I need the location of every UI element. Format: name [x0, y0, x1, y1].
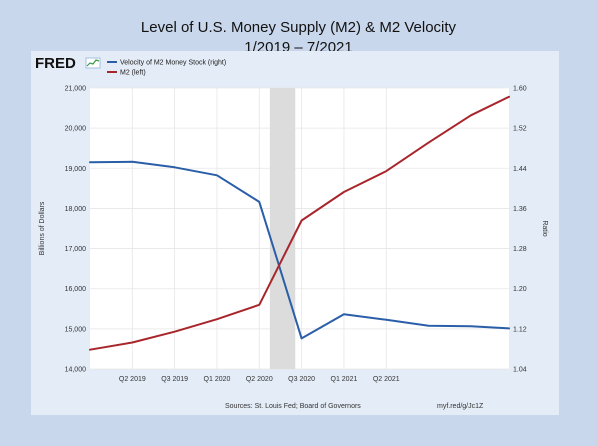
recession-shading — [269, 88, 296, 369]
x-axis-tick-label: Q2 2020 — [246, 376, 273, 383]
velocity-series-line — [89, 160, 510, 340]
fred-logo: FRED — [35, 55, 101, 72]
left-axis-tick-label: 18,000 — [65, 206, 87, 213]
m2-series-line — [89, 95, 510, 351]
right-axis-tick-label: 1.60 — [513, 86, 527, 93]
right-axis-tick-label: 1.04 — [513, 367, 527, 374]
x-axis-tick-label: Q1 2020 — [204, 376, 231, 383]
left-axis-tick-label: 15,000 — [65, 326, 87, 333]
legend-m2-label: M2 (left) — [120, 70, 146, 77]
gridlines — [90, 87, 509, 370]
chart-title: Level of U.S. Money Supply (M2) & M2 Vel… — [140, 19, 457, 36]
left-axis-tick-label: 19,000 — [65, 166, 87, 173]
right-axis-tick-label: 1.44 — [513, 166, 527, 173]
legend: Velocity of M2 Money Stock (right) M2 (l… — [107, 60, 226, 77]
left-axis-tick-label: 16,000 — [65, 286, 87, 293]
fred-logo-text: FRED — [35, 55, 76, 72]
left-axis-tick-label: 21,000 — [65, 86, 87, 93]
sources-note: Sources: St. Louis Fed; Board of Governo… — [225, 403, 361, 410]
legend-velocity-label: Velocity of M2 Money Stock (right) — [120, 60, 226, 67]
chart-frame: FRED Velocity of M2 Money Stock (right) … — [31, 51, 559, 415]
fred-logo-graph-icon — [85, 57, 101, 69]
right-axis-tick-label: 1.12 — [513, 326, 527, 333]
left-axis-ticks: 14,000 15,000 16,000 17,000 18,000 19,000 20,0… — [65, 86, 87, 374]
right-axis-tick-label: 1.28 — [513, 246, 527, 253]
series-lines — [89, 95, 510, 351]
right-axis-tick-label: 1.52 — [513, 126, 527, 133]
left-axis-tick-label: 17,000 — [65, 246, 87, 253]
right-axis-tick-label: 1.36 — [513, 206, 527, 213]
x-axis-tick-label: Q2 2019 — [119, 376, 146, 383]
right-axis-label: Ratio — [541, 220, 548, 236]
left-axis-tick-label: 14,000 — [65, 367, 87, 374]
x-axis-tick-label: Q3 2020 — [288, 376, 315, 383]
x-axis-ticks: Q2 2019 Q3 2019 Q1 2020 Q2 2020 Q3 2020 Q1 20… — [119, 376, 400, 383]
right-axis-ticks: 1.04 1.12 1.20 1.28 1.36 1.44 1.52 1.60 — [513, 86, 527, 374]
right-axis-tick-label: 1.20 — [513, 286, 527, 293]
left-axis-tick-label: 20,000 — [65, 126, 87, 133]
left-axis-label: Billions of Dollars — [39, 201, 46, 255]
short-url[interactable]: myf.red/g/Jc1Z — [437, 403, 484, 410]
x-axis-tick-label: Q3 2019 — [161, 376, 188, 383]
x-axis-tick-label: Q1 2021 — [331, 376, 358, 383]
chart-svg: FRED Velocity of M2 Money Stock (right) … — [35, 55, 548, 410]
x-axis-tick-label: Q2 2021 — [373, 376, 400, 383]
